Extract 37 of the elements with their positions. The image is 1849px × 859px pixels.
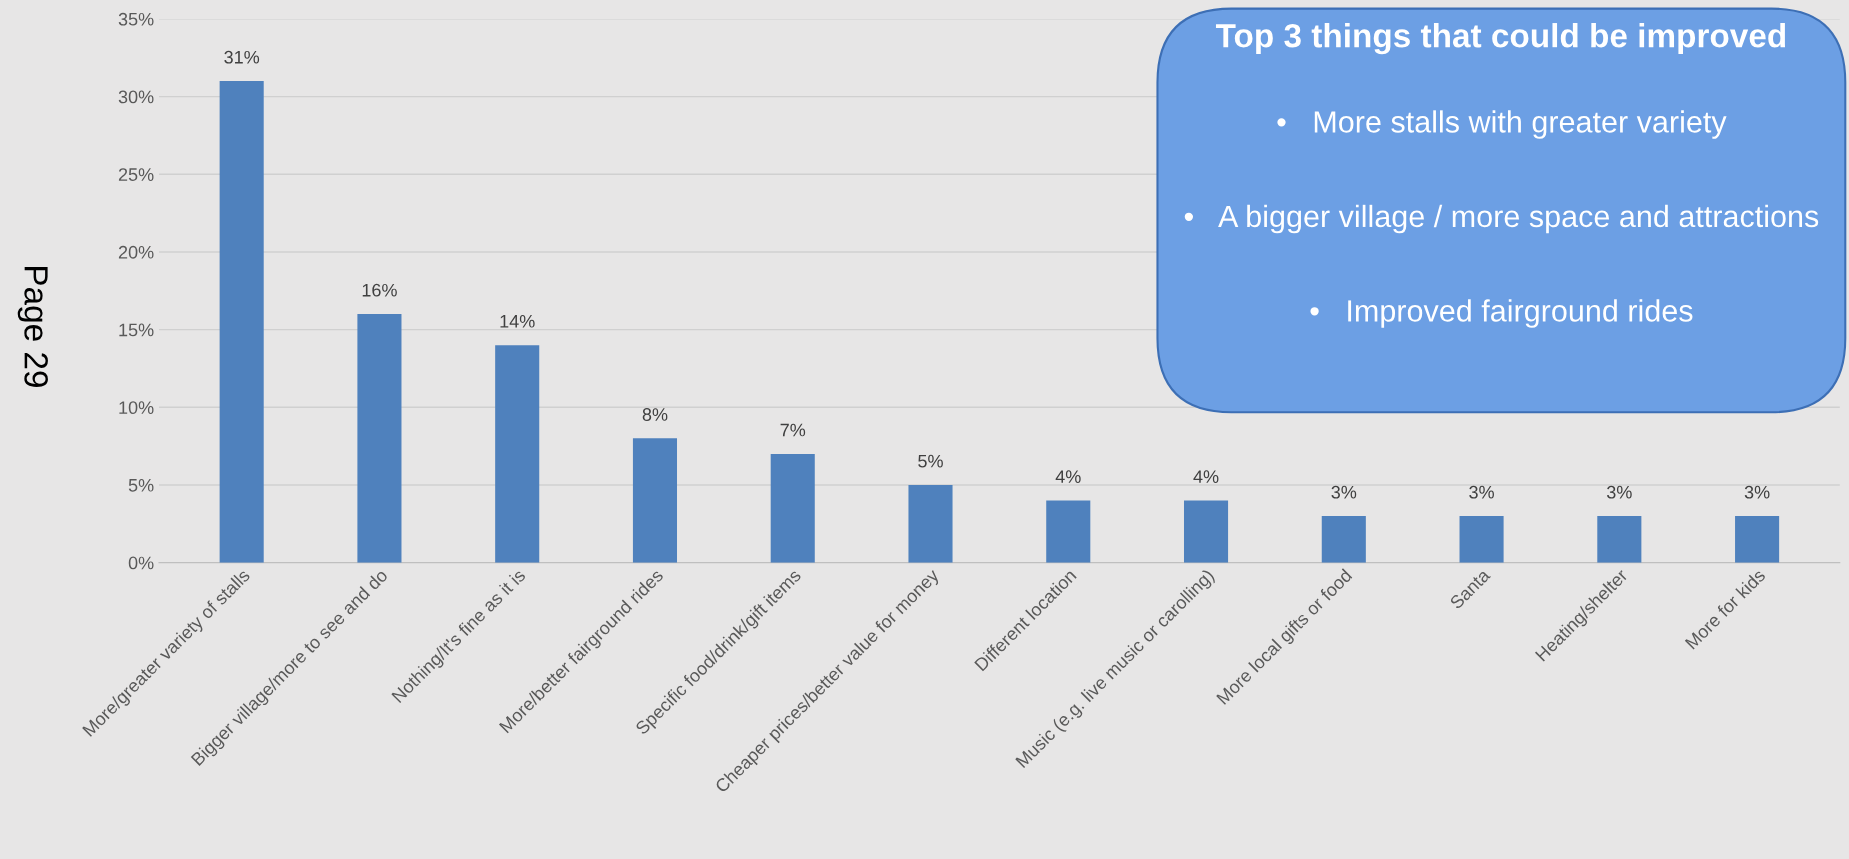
bar — [1183, 500, 1229, 563]
data-label: 3% — [1469, 485, 1494, 499]
bar — [1597, 516, 1642, 563]
bar — [1735, 516, 1780, 563]
data-label: 3% — [1331, 485, 1357, 499]
data-label: 31% — [224, 50, 260, 64]
y-tick-label: 30% — [118, 90, 154, 104]
y-tick-label: 25% — [118, 168, 154, 181]
data-label: 7% — [780, 423, 806, 437]
bar — [1459, 516, 1504, 563]
data-label: 4% — [1055, 470, 1081, 483]
bar — [1321, 516, 1366, 563]
data-label: 3% — [1744, 485, 1770, 499]
data-label: 14% — [500, 314, 535, 328]
bar — [495, 345, 540, 563]
y-tick-label: 15% — [119, 323, 154, 337]
y-tick-label: 10% — [119, 401, 154, 415]
bar — [219, 81, 264, 563]
data-label: 8% — [642, 408, 668, 421]
bar — [632, 438, 678, 563]
bar — [357, 314, 402, 563]
data-label: 4% — [1193, 470, 1219, 483]
bar — [1046, 500, 1091, 563]
y-tick-label: 20% — [118, 245, 154, 259]
data-label: 16% — [362, 283, 397, 297]
annotation: • More stalls with greater variety — [1277, 110, 1727, 139]
annotation: • A bigger village / more space and attractions — [1184, 204, 1819, 234]
y-tick-label: 5% — [128, 478, 154, 492]
bar — [908, 484, 953, 563]
y-tick-label: 0% — [128, 556, 154, 570]
annotation: • Improved fairground rides — [1310, 299, 1693, 328]
y-tick-label: 35% — [118, 12, 154, 26]
text: Page 29 — [17, 267, 48, 387]
data-label: 3% — [1606, 485, 1632, 499]
bar — [770, 453, 815, 563]
data-label: 5% — [918, 454, 943, 468]
annotation: Top 3 things that could be improved — [1215, 23, 1786, 55]
